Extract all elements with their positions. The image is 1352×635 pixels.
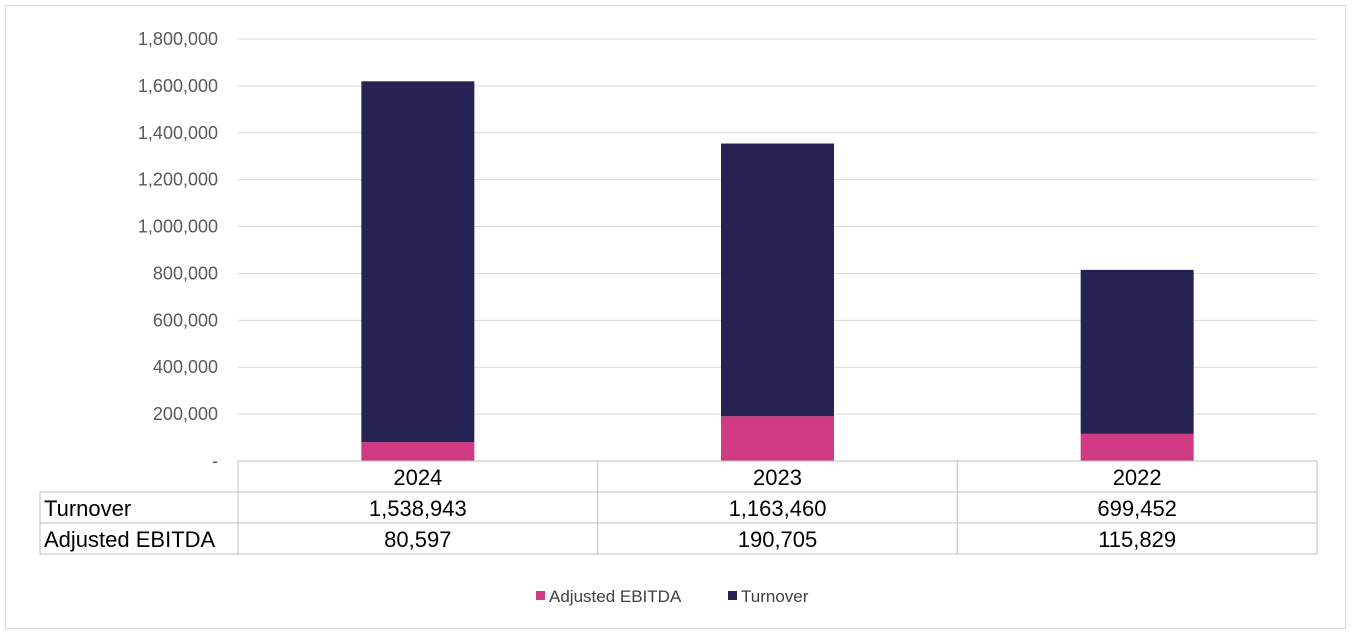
y-tick-label: 1,200,000 xyxy=(138,170,218,190)
y-tick-label: 1,600,000 xyxy=(138,76,218,96)
legend-label: Adjusted EBITDA xyxy=(549,587,682,606)
legend-swatch xyxy=(536,591,545,600)
table-row-label: Adjusted EBITDA xyxy=(44,527,216,552)
legend-label: Turnover xyxy=(741,587,809,606)
table-row-label: Turnover xyxy=(44,496,131,521)
table-cell-value: 1,538,943 xyxy=(369,496,467,521)
table-cell-value: 115,829 xyxy=(1098,527,1176,552)
category-label: 2022 xyxy=(1113,465,1162,490)
bar-adjusted-ebitda xyxy=(361,442,475,461)
bar-turnover xyxy=(361,81,475,443)
y-tick-label: 1,000,000 xyxy=(138,217,218,237)
table-cell-value: 699,452 xyxy=(1097,496,1177,521)
bar-turnover xyxy=(1080,269,1194,434)
y-tick-label: 800,000 xyxy=(153,263,218,283)
y-tick-label: - xyxy=(212,451,218,471)
y-tick-label: 400,000 xyxy=(153,357,218,377)
table-cell-value: 190,705 xyxy=(738,527,818,552)
category-label: 2024 xyxy=(393,465,442,490)
y-tick-label: 1,400,000 xyxy=(138,123,218,143)
bar-turnover xyxy=(721,143,834,417)
y-tick-label: 1,800,000 xyxy=(138,29,218,49)
table-cell-value: 80,597 xyxy=(384,527,451,552)
legend-swatch xyxy=(728,591,737,600)
bar-adjusted-ebitda xyxy=(721,416,834,461)
y-tick-label: 200,000 xyxy=(153,404,218,424)
table-cell-value: 1,163,460 xyxy=(729,496,827,521)
category-label: 2023 xyxy=(753,465,802,490)
bar-adjusted-ebitda xyxy=(1080,433,1194,461)
y-tick-label: 600,000 xyxy=(153,310,218,330)
